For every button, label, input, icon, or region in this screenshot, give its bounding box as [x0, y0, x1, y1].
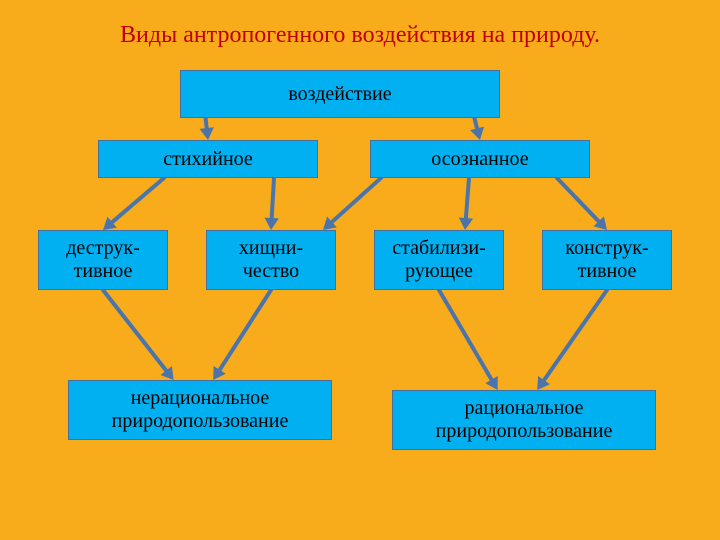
node-constructive: конструк- тивное	[542, 230, 672, 290]
node-conscious: осознанное	[370, 140, 590, 178]
node-rational: рациональное природопользование	[392, 390, 656, 450]
node-spontaneous: стихийное	[98, 140, 318, 178]
node-irrational: нерациональное природопользование	[68, 380, 332, 440]
node-predatory: хищни- чество	[206, 230, 336, 290]
diagram-stage: Виды антропогенного воздействия на приро…	[0, 0, 720, 540]
node-destructive: деструк- тивное	[38, 230, 168, 290]
node-impact: воздействие	[180, 70, 500, 118]
page-title: Виды антропогенного воздействия на приро…	[0, 22, 720, 49]
node-stabilizing: стабилизи- рующее	[374, 230, 504, 290]
